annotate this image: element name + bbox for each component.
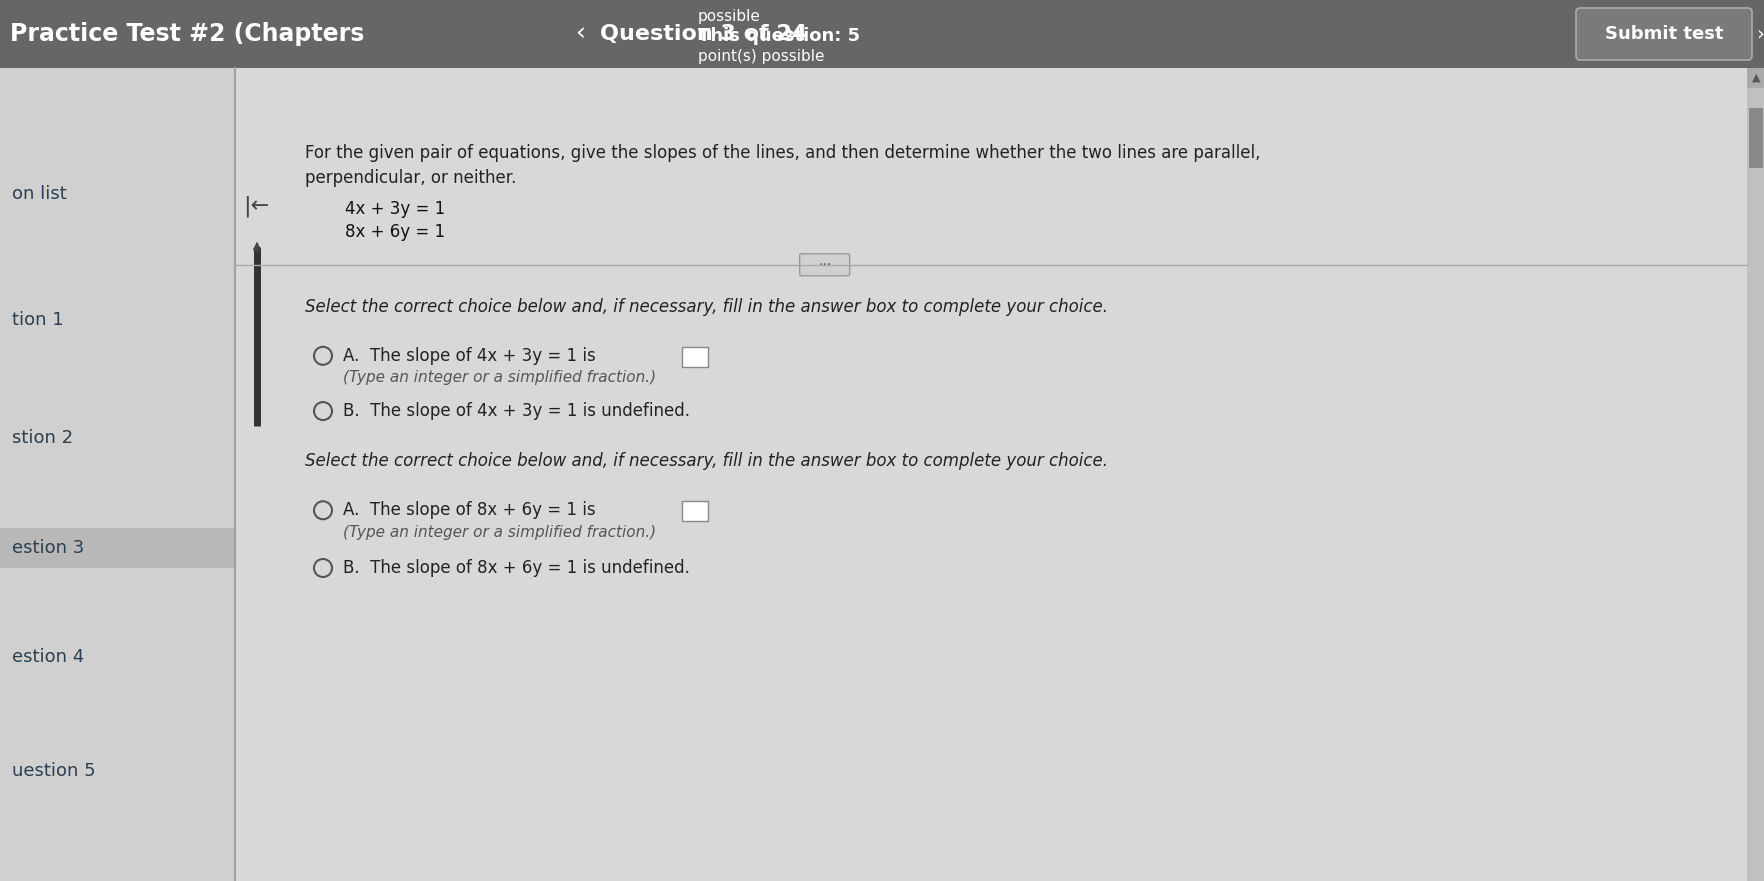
Text: Select the correct choice below and, if necessary, fill in the answer box to com: Select the correct choice below and, if … bbox=[305, 298, 1108, 316]
FancyBboxPatch shape bbox=[681, 347, 707, 366]
Text: Select the correct choice below and, if necessary, fill in the answer box to com: Select the correct choice below and, if … bbox=[305, 453, 1108, 470]
Text: tion 1: tion 1 bbox=[12, 311, 64, 329]
Text: For the given pair of equations, give the slopes of the lines, and then determin: For the given pair of equations, give th… bbox=[305, 144, 1259, 162]
Text: ‹: ‹ bbox=[575, 22, 584, 46]
Text: A.  The slope of 8x + 6y = 1 is: A. The slope of 8x + 6y = 1 is bbox=[342, 501, 594, 519]
Text: uestion 5: uestion 5 bbox=[12, 762, 95, 781]
Text: point(s) possible: point(s) possible bbox=[697, 49, 824, 64]
Text: Practice Test #2 (Chapters: Practice Test #2 (Chapters bbox=[11, 22, 363, 46]
Text: A.  The slope of 4x + 3y = 1 is: A. The slope of 4x + 3y = 1 is bbox=[342, 347, 596, 365]
Text: 4x + 3y = 1: 4x + 3y = 1 bbox=[344, 201, 445, 218]
FancyBboxPatch shape bbox=[1748, 108, 1762, 168]
FancyBboxPatch shape bbox=[681, 501, 707, 522]
Text: ›: › bbox=[1755, 25, 1762, 43]
Text: (Type an integer or a simplified fraction.): (Type an integer or a simplified fractio… bbox=[342, 525, 656, 540]
Text: ▲: ▲ bbox=[1750, 73, 1759, 83]
FancyBboxPatch shape bbox=[1575, 8, 1752, 60]
FancyBboxPatch shape bbox=[1746, 68, 1764, 88]
Text: Question 3 of 24: Question 3 of 24 bbox=[600, 24, 806, 44]
Text: estion 3: estion 3 bbox=[12, 538, 85, 557]
Text: possible: possible bbox=[697, 9, 760, 24]
Text: perpendicular, or neither.: perpendicular, or neither. bbox=[305, 169, 517, 187]
Text: ···: ··· bbox=[818, 258, 831, 271]
Text: 8x + 6y = 1: 8x + 6y = 1 bbox=[344, 223, 445, 241]
Text: Submit test: Submit test bbox=[1603, 25, 1722, 43]
FancyBboxPatch shape bbox=[0, 68, 235, 881]
Text: |←: |← bbox=[243, 196, 270, 217]
FancyBboxPatch shape bbox=[235, 68, 1746, 881]
Text: stion 2: stion 2 bbox=[12, 429, 72, 447]
Text: (Type an integer or a simplified fraction.): (Type an integer or a simplified fractio… bbox=[342, 370, 656, 385]
Text: This question: 5: This question: 5 bbox=[697, 27, 859, 45]
Text: ›: › bbox=[785, 22, 794, 46]
Text: B.  The slope of 4x + 3y = 1 is undefined.: B. The slope of 4x + 3y = 1 is undefined… bbox=[342, 402, 690, 420]
Text: estion 4: estion 4 bbox=[12, 648, 85, 666]
FancyBboxPatch shape bbox=[0, 0, 1764, 68]
FancyBboxPatch shape bbox=[1746, 68, 1764, 881]
FancyBboxPatch shape bbox=[0, 528, 235, 567]
FancyBboxPatch shape bbox=[799, 254, 848, 276]
Text: B.  The slope of 8x + 6y = 1 is undefined.: B. The slope of 8x + 6y = 1 is undefined… bbox=[342, 559, 690, 577]
Text: on list: on list bbox=[12, 185, 67, 203]
